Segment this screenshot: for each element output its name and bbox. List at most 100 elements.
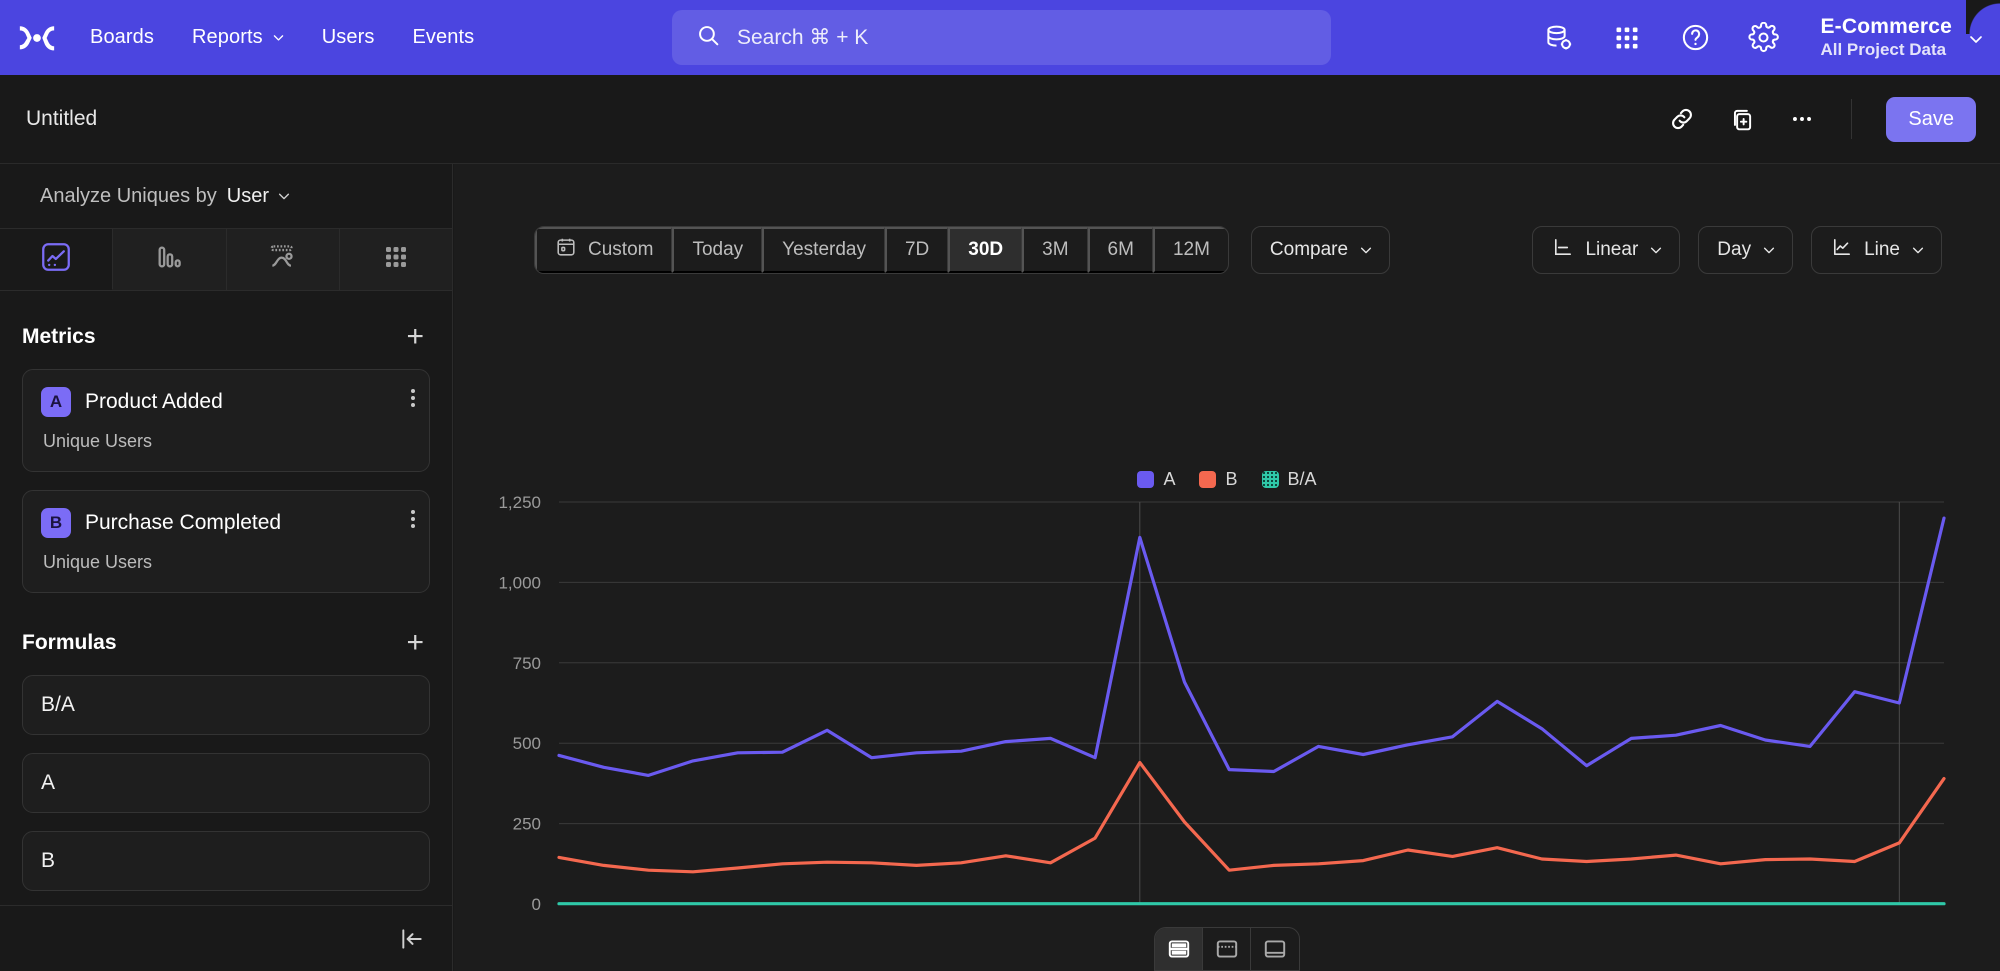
series-line-a[interactable] <box>557 516 1946 777</box>
legend-item-a[interactable]: A <box>1137 469 1175 490</box>
formula-card-b-over-a[interactable]: B/A <box>22 675 430 735</box>
metric-card-purchase-completed[interactable]: B Purchase Completed Unique Users <box>22 490 430 593</box>
chart-display-controls: Linear Day Line <box>1532 226 1942 274</box>
report-toolbar-actions: Save <box>1667 96 1976 142</box>
database-settings-icon[interactable] <box>1542 21 1576 55</box>
search-icon <box>696 23 721 53</box>
range-7d-button[interactable]: 7D <box>884 227 949 273</box>
analyze-row: Analyze Uniques by User <box>0 164 452 229</box>
top-navigation-bar: Boards Reports Users Events Search ⌘ + K <box>0 0 2000 75</box>
legend-swatch <box>1137 471 1155 488</box>
series-line-b[interactable] <box>557 760 1946 874</box>
report-title-input[interactable]: Untitled <box>26 107 98 130</box>
range-3m-button[interactable]: 3M <box>1022 227 1088 273</box>
granularity-dropdown[interactable]: Day <box>1698 226 1794 274</box>
tab-flow-chart[interactable] <box>226 229 340 290</box>
nav-link-users-label: Users <box>321 26 375 48</box>
primary-nav-links: Boards Reports Users Events <box>88 22 476 53</box>
bar-chart-icon <box>153 241 185 278</box>
report-toolbar: Untitled Save <box>0 75 2000 164</box>
compare-label: Compare <box>1269 239 1349 260</box>
collapse-panel-icon[interactable] <box>399 926 425 952</box>
y-axis-tick-label: 250 <box>513 815 541 834</box>
layout-top-icon[interactable] <box>1203 928 1251 970</box>
grid-icon <box>381 242 411 277</box>
layout-bottom-icon[interactable] <box>1251 928 1299 970</box>
gear-icon[interactable] <box>1746 21 1780 55</box>
metric-badge-b: B <box>41 508 71 538</box>
top-nav-actions: E-Commerce All Project Data <box>1542 0 1982 75</box>
chevron-down-icon <box>277 189 290 201</box>
chart-legend: A B B/A <box>454 469 2000 490</box>
formula-card-a[interactable]: A <box>22 753 430 813</box>
legend-swatch <box>1261 471 1279 488</box>
layout-toggle-group <box>1154 927 1300 971</box>
search-input[interactable]: Search ⌘ + K <box>672 10 1331 65</box>
layout-split-horizontal-icon[interactable] <box>1155 928 1203 970</box>
tab-bar-chart[interactable] <box>113 229 227 290</box>
more-horizontal-icon[interactable] <box>1787 104 1817 134</box>
add-formula-button[interactable]: + <box>406 626 424 659</box>
duplicate-icon[interactable] <box>1727 104 1757 134</box>
add-metric-button[interactable]: + <box>406 320 424 353</box>
nav-link-boards[interactable]: Boards <box>88 22 156 53</box>
help-circle-icon[interactable] <box>1678 21 1712 55</box>
metrics-title: Metrics <box>22 325 96 348</box>
range-yesterday-button[interactable]: Yesterday <box>762 227 885 273</box>
analyze-label: Analyze Uniques by <box>40 184 217 207</box>
legend-swatch <box>1199 471 1217 488</box>
chevron-down-icon <box>1359 243 1372 255</box>
range-custom-label: Custom <box>588 239 654 260</box>
legend-item-b[interactable]: B <box>1199 469 1238 490</box>
metric-options-icon[interactable] <box>411 507 415 531</box>
y-axis-tick-label: 0 <box>532 895 541 914</box>
range-12m-button[interactable]: 12M <box>1152 227 1228 273</box>
range-custom-button[interactable]: Custom <box>535 227 673 273</box>
save-button[interactable]: Save <box>1886 96 1976 142</box>
formula-card-b[interactable]: B <box>22 831 430 891</box>
tab-line-chart[interactable] <box>0 229 114 290</box>
legend-label: B/A <box>1287 469 1317 489</box>
left-query-panel: Analyze Uniques by User <box>0 164 453 971</box>
chevron-down-icon <box>1649 243 1662 255</box>
tab-grid-view[interactable] <box>339 229 452 290</box>
nav-link-reports-label: Reports <box>191 26 263 48</box>
range-today-button[interactable]: Today <box>672 227 763 273</box>
chart-main-area: Custom Today Yesterday 7D 30D 3M 6M 12M … <box>454 164 2000 971</box>
nav-link-users[interactable]: Users <box>320 22 377 53</box>
report-type-tabs <box>0 229 452 291</box>
metric-measure: Unique Users <box>43 431 153 451</box>
flow-chart-icon <box>267 241 299 278</box>
toolbar-divider <box>1851 99 1853 139</box>
mixpanel-logo-icon[interactable] <box>0 17 74 59</box>
scale-label: Linear <box>1585 239 1639 260</box>
metric-card-product-added[interactable]: A Product Added Unique Users <box>22 369 430 472</box>
analyze-unit-dropdown[interactable]: User <box>227 185 290 208</box>
scale-dropdown[interactable]: Linear <box>1532 226 1681 274</box>
formulas-title: Formulas <box>22 631 117 654</box>
legend-item-b-a[interactable]: B/A <box>1261 469 1317 490</box>
range-30d-button[interactable]: 30D <box>948 227 1023 273</box>
y-axis-tick-label: 500 <box>513 734 541 753</box>
metric-name: Purchase Completed <box>85 511 282 534</box>
y-axis-tick-label: 750 <box>513 654 541 673</box>
chart-type-label: Line <box>1864 239 1900 260</box>
chevron-down-icon <box>1911 243 1924 255</box>
legend-label: B <box>1225 469 1238 489</box>
compare-dropdown[interactable]: Compare <box>1250 226 1391 274</box>
chart-type-dropdown[interactable]: Line <box>1811 226 1942 274</box>
project-selector[interactable]: E-Commerce All Project Data <box>1820 14 1982 60</box>
metrics-section-header: Metrics + <box>0 305 452 369</box>
grid-apps-icon[interactable] <box>1610 21 1644 55</box>
range-6m-button[interactable]: 6M <box>1087 227 1153 273</box>
link-icon[interactable] <box>1667 104 1697 134</box>
metric-badge-a: A <box>41 387 71 417</box>
nav-link-events[interactable]: Events <box>410 22 476 53</box>
chart-plot-area[interactable]: 0 250 500 750 1,000 1,250 <box>454 494 2000 924</box>
metric-options-icon[interactable] <box>411 386 415 410</box>
nav-link-reports[interactable]: Reports <box>190 22 286 53</box>
date-range-toolbar: Custom Today Yesterday 7D 30D 3M 6M 12M … <box>534 226 1391 274</box>
metric-name: Product Added <box>85 390 223 413</box>
project-name: E-Commerce <box>1820 15 1952 39</box>
